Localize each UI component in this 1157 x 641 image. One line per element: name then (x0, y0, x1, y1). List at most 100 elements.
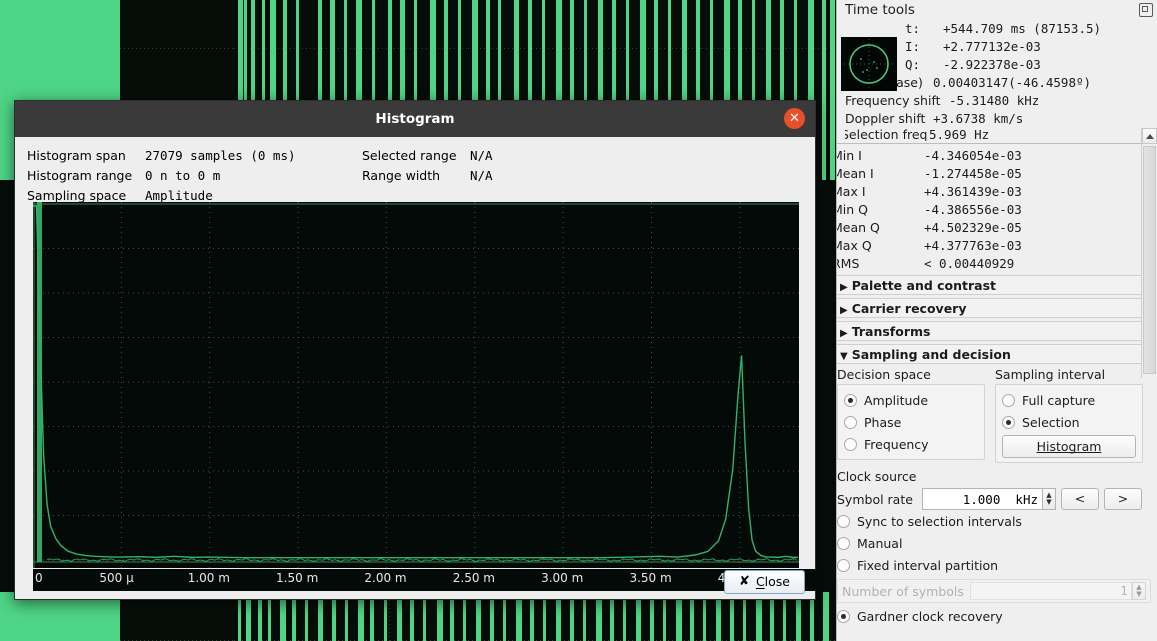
tt-label-i: I: (905, 38, 921, 54)
iq-statistics-list: Min I -4.346054e-03 Mean I -1.274458e-05… (837, 146, 1157, 272)
waveform-segment (783, 592, 786, 641)
waveform-segment (372, 0, 375, 180)
waveform-segment (516, 592, 522, 641)
waveform-segment (626, 0, 629, 180)
stat-value: -1.274458e-05 (924, 165, 1022, 181)
waveform-segment (598, 0, 603, 180)
time-tools-row-t: t: +544.709 ms (87153.5) (905, 19, 1157, 37)
radio-full-capture[interactable]: Full capture (1002, 389, 1136, 411)
waveform-segment (246, 592, 251, 641)
radio-phase[interactable]: Phase (844, 411, 978, 433)
waveform-segment (370, 592, 374, 641)
mag-phase-value: 0.00403147(-46.4598º) (933, 74, 1092, 90)
x-tick-label: 1.00 m (187, 571, 230, 585)
info-row-sampling-space: Sampling space Amplitude (27, 185, 803, 205)
histogram-button[interactable]: Histogram (1002, 435, 1136, 458)
divider (837, 143, 1157, 144)
symbol-rate-spinbox[interactable]: ▲▼ (922, 488, 1056, 510)
waveform-segment (743, 592, 746, 641)
dock-scrollbar[interactable] (1141, 128, 1157, 378)
waveform-segment (388, 0, 392, 180)
waveform-segment (498, 0, 501, 180)
waveform-segment (623, 592, 626, 641)
section-sampling-and-decision[interactable]: ▼ Sampling and decision (837, 344, 1157, 364)
symbol-rate-decrement-button[interactable]: < (1061, 488, 1099, 510)
scrollbar-up-button[interactable] (1142, 128, 1157, 144)
info-value: N/A (470, 167, 493, 183)
sampling-interval-group: Full capture Selection Histogram (995, 384, 1143, 463)
symbol-rate-row: Symbol rate ▲▼ < > (837, 488, 1151, 510)
radio-icon (837, 514, 850, 528)
waveform-segment (503, 592, 506, 641)
tt-label-q: Q: (905, 56, 921, 72)
waveform-segment (414, 0, 417, 180)
doppler-shift-value: +3.6738 km/s (933, 110, 1024, 126)
constellation-svg (844, 39, 894, 89)
waveform-segment (610, 592, 614, 641)
waveform-segment (556, 592, 561, 641)
tt-value-q: -2.922378e-03 (943, 56, 1041, 72)
close-glyph-icon: ✘ (739, 574, 750, 589)
section-label: Transforms (851, 324, 931, 339)
waveform-segment (244, 0, 247, 180)
waveform-segment (430, 0, 436, 180)
close-button[interactable]: ✘ Close (724, 570, 805, 594)
waveform-segment (650, 592, 654, 641)
radio-fixed-interval-partition[interactable]: Fixed interval partition (837, 554, 1151, 576)
info-label: Histogram span (27, 147, 126, 163)
waveform-segment (283, 0, 287, 180)
chevron-right-icon: ▶ (840, 305, 848, 316)
radio-amplitude[interactable]: Amplitude (844, 389, 978, 411)
symbol-rate-input[interactable] (922, 488, 1042, 510)
waveform-segment (682, 0, 687, 180)
waveform-segment (450, 592, 454, 641)
waveform-segment (710, 0, 713, 180)
histogram-plot[interactable] (33, 202, 799, 568)
waveform-segment (690, 592, 694, 641)
waveform-segment (423, 592, 426, 641)
sampling-and-decision-body: Decision space Amplitude Phase Freque (837, 364, 1157, 627)
waveform-segment (796, 592, 801, 641)
dialog-titlebar[interactable]: Histogram ✕ (15, 101, 815, 137)
constellation-display[interactable] (841, 37, 897, 91)
waveform-segment (766, 0, 771, 180)
close-icon[interactable]: ✕ (784, 108, 805, 129)
waveform-segment (490, 592, 494, 641)
stat-value: -4.346054e-03 (924, 147, 1022, 163)
waveform-segment (830, 0, 835, 180)
waveform-segment (486, 0, 490, 180)
doppler-shift-row: Doppler shift +3.6738 km/s (845, 109, 1157, 127)
stat-rms: RMS < 0.00440929 (837, 254, 1157, 272)
waveform-segment (270, 0, 276, 180)
radio-manual[interactable]: Manual (837, 532, 1151, 554)
histogram-button-label: Histogram (1036, 439, 1102, 454)
radio-gardner-clock-recovery[interactable]: Gardner clock recovery (837, 605, 1151, 627)
radio-frequency[interactable]: Frequency (844, 433, 978, 455)
waveform-segment (437, 592, 443, 641)
sampling-interval-label: Sampling interval (995, 367, 1106, 382)
symbol-rate-increment-button[interactable]: > (1104, 488, 1142, 510)
radio-selection[interactable]: Selection (1002, 411, 1136, 433)
spinner-arrows-icon[interactable]: ▲ ▼ (1042, 488, 1056, 510)
dialog-title: Histogram (375, 111, 455, 127)
stat-value: +4.377763e-03 (924, 237, 1022, 253)
waveform-segment (292, 592, 296, 641)
chevron-down-icon: ▼ (840, 351, 848, 362)
info-row-range: Histogram range 0 n to 0 m Range width N/A (27, 165, 803, 185)
waveform-segment (668, 0, 671, 180)
waveform-segment (472, 0, 478, 180)
waveform-segment (397, 592, 402, 641)
stat-label: Max Q (837, 237, 872, 253)
x-tick-label: 3.00 m (541, 571, 584, 585)
waveform-segment (258, 592, 262, 641)
waveform-segment (570, 592, 574, 641)
x-tick-label: 0 (35, 571, 43, 585)
section-transforms[interactable]: ▶ Transforms (837, 321, 1157, 341)
info-label: Selected range (362, 147, 457, 163)
radio-sync-to-selection-intervals[interactable]: Sync to selection intervals (837, 510, 1151, 532)
undock-icon[interactable] (1139, 3, 1153, 17)
stat-max-q: Max Q +4.377763e-03 (837, 236, 1157, 254)
section-carrier-recovery[interactable]: ▶ Carrier recovery (837, 298, 1157, 318)
section-palette-and-contrast[interactable]: ▶ Palette and contrast (837, 275, 1157, 295)
scrollbar-thumb[interactable] (1143, 146, 1156, 374)
